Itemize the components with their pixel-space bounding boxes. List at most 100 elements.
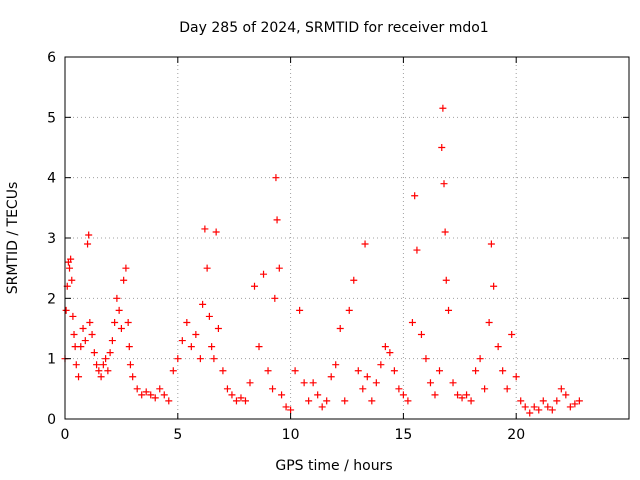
- data-point: [476, 355, 484, 363]
- axis-ticks: 0 5 10 15 20 0 1 2 3 4 5 6: [47, 50, 629, 443]
- data-point: [241, 397, 249, 405]
- data-point: [508, 331, 516, 339]
- data-point: [562, 391, 570, 399]
- y-tick-label: 3: [47, 231, 56, 247]
- x-tick-label: 20: [507, 427, 525, 443]
- data-point: [499, 367, 507, 375]
- data-point: [111, 318, 119, 326]
- data-point: [147, 391, 155, 399]
- data-point: [557, 385, 565, 393]
- data-point: [467, 397, 475, 405]
- data-point: [503, 385, 511, 393]
- data-point: [165, 397, 173, 405]
- data-point: [133, 385, 141, 393]
- data-point: [192, 331, 200, 339]
- data-point: [212, 228, 220, 236]
- data-point: [174, 355, 182, 363]
- data-point: [115, 306, 123, 314]
- data-point: [571, 400, 579, 408]
- data-point: [187, 343, 195, 351]
- data-point: [125, 343, 133, 351]
- data-point: [95, 367, 103, 375]
- data-point: [458, 394, 466, 402]
- data-point: [88, 331, 96, 339]
- data-point: [300, 379, 308, 387]
- data-point: [104, 367, 112, 375]
- y-tick-label: 1: [47, 352, 56, 368]
- data-point: [199, 300, 207, 308]
- data-point: [219, 367, 227, 375]
- data-point: [372, 379, 380, 387]
- data-point: [575, 397, 583, 405]
- data-point: [359, 385, 367, 393]
- data-point: [68, 276, 76, 284]
- data-point: [417, 331, 425, 339]
- data-point: [151, 394, 159, 402]
- data-point: [422, 355, 430, 363]
- data-point: [117, 325, 125, 332]
- data-point: [129, 373, 137, 381]
- data-point: [156, 385, 164, 393]
- data-point: [90, 349, 98, 357]
- data-point: [368, 397, 376, 405]
- x-tick-label: 0: [61, 427, 70, 443]
- data-point: [487, 240, 495, 248]
- data-point: [255, 343, 263, 351]
- data-point: [440, 180, 448, 188]
- data-point: [544, 403, 552, 411]
- y-tick-label: 0: [47, 412, 56, 428]
- data-point: [246, 379, 254, 387]
- data-point: [526, 409, 534, 417]
- data-point: [566, 403, 574, 411]
- data-point: [431, 391, 439, 399]
- data-point: [86, 318, 94, 326]
- data-point: [413, 246, 421, 254]
- data-point: [126, 361, 134, 369]
- data-point: [481, 385, 489, 393]
- data-point: [454, 391, 462, 399]
- data-point: [178, 337, 186, 345]
- data-point: [350, 276, 358, 284]
- data-point: [272, 174, 280, 182]
- data-point: [386, 349, 394, 357]
- data-point: [122, 264, 130, 272]
- data-point: [291, 367, 299, 375]
- data-point: [395, 385, 403, 393]
- data-point: [79, 325, 87, 332]
- data-point: [260, 270, 268, 278]
- data-point: [264, 367, 272, 375]
- data-point: [66, 264, 74, 272]
- data-point: [377, 361, 385, 369]
- data-point: [494, 343, 502, 351]
- data-point: [490, 282, 498, 290]
- data-point: [69, 312, 77, 320]
- data-point: [439, 104, 447, 112]
- data-point: [232, 397, 240, 405]
- data-point: [530, 403, 538, 411]
- data-point: [548, 406, 556, 414]
- data-point: [287, 406, 295, 414]
- y-tick-label: 4: [47, 171, 56, 187]
- data-point: [318, 403, 326, 411]
- data-point: [345, 306, 353, 314]
- data-point: [205, 312, 213, 320]
- data-point: [106, 349, 114, 357]
- data-point: [214, 325, 222, 332]
- data-point: [75, 373, 83, 381]
- y-tick-label: 6: [47, 50, 56, 66]
- data-point: [210, 355, 218, 363]
- data-point: [160, 391, 168, 399]
- data-point: [108, 337, 116, 345]
- data-point: [521, 403, 529, 411]
- data-point: [323, 397, 331, 405]
- data-point: [138, 391, 146, 399]
- data-point: [399, 391, 407, 399]
- x-tick-label: 10: [282, 427, 300, 443]
- data-point: [485, 318, 493, 326]
- data-point: [201, 225, 209, 233]
- data-point: [67, 255, 75, 263]
- data-point: [271, 294, 279, 302]
- data-point: [535, 406, 543, 414]
- data-point: [363, 373, 371, 381]
- data-point: [435, 367, 443, 375]
